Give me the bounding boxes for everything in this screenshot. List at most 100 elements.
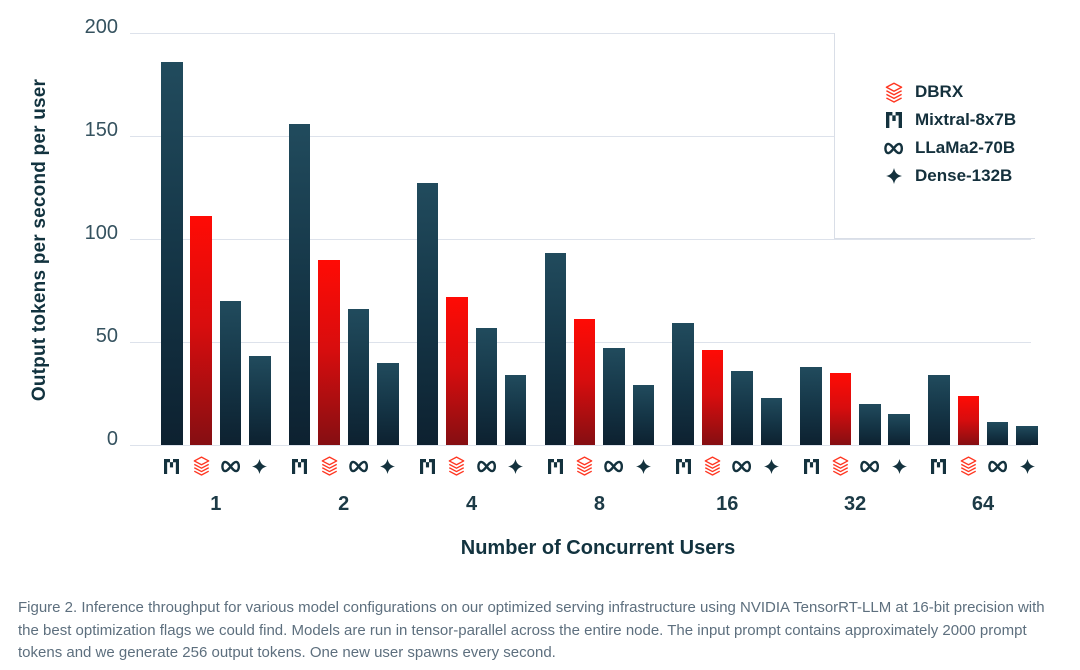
y-tick-label-50: 50	[95, 325, 118, 347]
bar-axis-meta-infinity-icon	[600, 453, 628, 479]
bar-axis-databricks-stack-icon	[699, 453, 727, 479]
databricks-stack-icon	[832, 456, 849, 476]
bar-axis-meta-infinity-icon	[344, 453, 372, 479]
meta-infinity-icon	[604, 460, 624, 472]
mistral-m-icon	[675, 458, 691, 474]
sparkle-icon	[763, 458, 779, 474]
mistral-m-icon	[886, 112, 902, 128]
bar-axis-meta-infinity-icon	[472, 453, 500, 479]
bar-Dense-132B-32-users	[888, 414, 910, 445]
bar-Dense-132B-64-users	[1016, 426, 1038, 445]
legend-databricks-stack-icon	[881, 80, 907, 104]
mistral-m-icon	[803, 458, 819, 474]
x-category-label-32: 32	[844, 493, 867, 515]
databricks-stack-icon	[576, 456, 593, 476]
bar-axis-sparkle-icon	[630, 453, 658, 479]
bar-Dense-132B-4-users	[504, 374, 527, 445]
bar-Mixtral-8x7B-2-users	[288, 123, 311, 445]
bar-axis-sparkle-icon	[885, 453, 913, 479]
legend-label-Mixtral-8x7B: Mixtral-8x7B	[915, 110, 1017, 129]
legend-item-LLaMa2-70B: LLaMa2-70B	[881, 134, 1035, 162]
bar-axis-meta-infinity-icon	[856, 453, 884, 479]
bar-LLaMa2-70B-64-users	[986, 422, 1009, 445]
mistral-m-icon	[547, 458, 563, 474]
bar-axis-sparkle-icon	[246, 453, 274, 479]
bar-LLaMa2-70B-1-users	[219, 300, 242, 445]
bar-axis-mistral-m-icon	[158, 453, 186, 479]
mistral-m-icon	[931, 458, 947, 474]
legend-item-DBRX: DBRX	[881, 78, 1035, 106]
bar-Mixtral-8x7B-8-users	[544, 253, 567, 445]
meta-infinity-icon	[884, 142, 904, 154]
bar-LLaMa2-70B-8-users	[603, 348, 625, 445]
gridline-y-100	[130, 239, 1031, 240]
bar-axis-meta-infinity-icon	[217, 453, 245, 479]
bar-axis-meta-infinity-icon	[984, 453, 1012, 479]
databricks-stack-icon	[321, 456, 337, 476]
x-category-label-8: 8	[593, 493, 605, 515]
meta-infinity-icon	[221, 460, 240, 472]
bar-DBRX-64-users	[957, 395, 980, 445]
bar-axis-mistral-m-icon	[925, 453, 953, 479]
legend-item-Dense-132B: Dense-132B	[881, 162, 1035, 190]
legend-label-DBRX: DBRX	[915, 82, 964, 101]
bar-Dense-132B-1-users	[249, 356, 271, 445]
legend-label-LLaMa2-70B: LLaMa2-70B	[915, 138, 1016, 157]
meta-infinity-icon	[860, 460, 880, 472]
sparkle-icon	[1019, 458, 1035, 474]
throughput-bar-chart: Output tokens per second per user Number…	[29, 16, 1038, 559]
sparkle-icon	[636, 458, 652, 474]
databricks-stack-icon	[448, 456, 465, 476]
bar-Mixtral-8x7B-64-users	[928, 374, 950, 445]
bar-axis-databricks-stack-icon	[187, 453, 215, 479]
chart-legend: DBRX Mixtral-8x7B LLaMa2-70B Dense-132B	[834, 33, 1035, 239]
x-category-label-16: 16	[716, 493, 739, 515]
sparkle-icon	[252, 458, 268, 474]
databricks-stack-icon	[704, 456, 721, 476]
x-axis-title: Number of Concurrent Users	[460, 537, 736, 559]
bar-DBRX-4-users	[446, 296, 468, 445]
bar-LLaMa2-70B-32-users	[859, 403, 881, 445]
sparkle-icon	[380, 458, 396, 474]
plot-area	[130, 33, 1038, 446]
bar-axis-meta-infinity-icon	[728, 453, 756, 479]
meta-infinity-icon	[476, 460, 496, 472]
bar-axis-mistral-m-icon	[413, 453, 441, 479]
bar-axis-databricks-stack-icon	[315, 453, 343, 479]
legend-meta-infinity-icon	[881, 136, 907, 160]
mistral-m-icon	[419, 458, 435, 474]
bar-Dense-132B-8-users	[632, 385, 655, 445]
meta-infinity-icon	[348, 460, 368, 472]
legend-item-Mixtral-8x7B: Mixtral-8x7B	[881, 106, 1035, 134]
bar-DBRX-16-users	[701, 350, 724, 445]
gridline-y-0	[130, 445, 1031, 446]
mistral-m-icon	[292, 458, 308, 474]
databricks-stack-icon	[193, 456, 210, 476]
bar-axis-mistral-m-icon	[669, 453, 697, 479]
sparkle-icon	[891, 458, 907, 474]
y-tick-label-200: 200	[84, 16, 118, 38]
bar-axis-sparkle-icon	[374, 453, 402, 479]
bar-axis-mistral-m-icon	[286, 453, 314, 479]
bar-axis-databricks-stack-icon	[954, 453, 982, 479]
databricks-stack-icon	[960, 456, 977, 476]
legend-mistral-m-icon	[881, 108, 907, 132]
bar-axis-databricks-stack-icon	[443, 453, 471, 479]
bar-axis-sparkle-icon	[757, 453, 785, 479]
bar-Mixtral-8x7B-4-users	[416, 183, 439, 445]
bar-axis-mistral-m-icon	[541, 453, 569, 479]
bar-Dense-132B-16-users	[760, 397, 783, 445]
bar-DBRX-8-users	[573, 319, 596, 445]
meta-infinity-icon	[732, 460, 752, 472]
bar-DBRX-1-users	[190, 216, 212, 445]
sparkle-icon	[886, 168, 902, 184]
x-category-label-4: 4	[466, 493, 478, 515]
sparkle-icon	[508, 458, 524, 474]
bar-axis-mistral-m-icon	[797, 453, 825, 479]
y-tick-label-150: 150	[84, 119, 118, 141]
gridline-y-150	[130, 136, 1031, 137]
figure-caption: Figure 2. Inference throughput for vario…	[18, 599, 1045, 661]
databricks-stack-icon	[885, 82, 903, 103]
x-category-label-1: 1	[210, 493, 222, 515]
y-tick-label-100: 100	[84, 222, 118, 244]
